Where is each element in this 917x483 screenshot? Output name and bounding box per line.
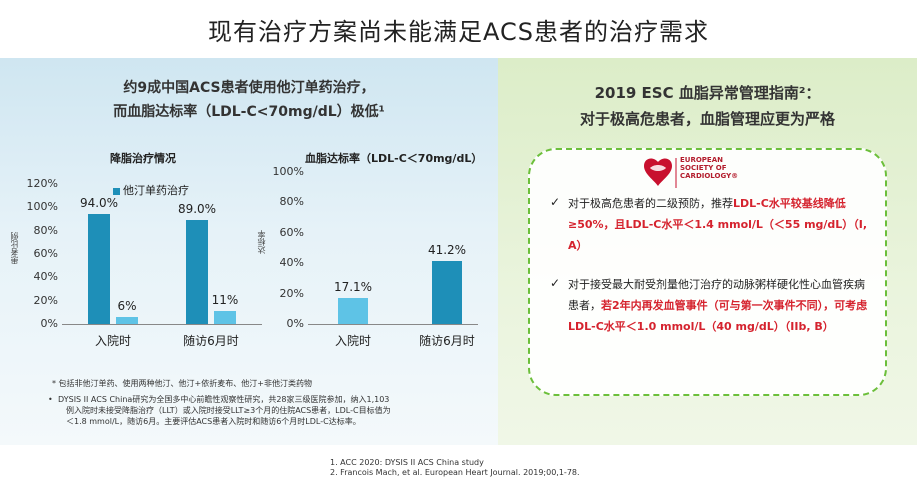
chart1-legend: 他汀单药治疗: [113, 182, 189, 198]
bar: [432, 261, 462, 324]
legend-swatch: [113, 187, 120, 195]
y-tick-label: 0%: [40, 317, 58, 330]
bullet-1-emphasis: LDL-C水平较基线降低≥50%，且LDL-C水平＜1.4 mmol/L（＜55…: [568, 197, 868, 252]
y-tick-label: 100%: [272, 165, 304, 178]
guideline-bullet-1: 对于极高危患者的二级预防，推荐LDL-C水平较基线降低≥50%，且LDL-C水平…: [568, 193, 868, 256]
left-heading-line1: 约9成中国ACS患者使用他汀单药治疗，: [123, 80, 375, 96]
esc-logo-line3: CARDIOLOGY®: [680, 172, 739, 180]
page-title: 现有治疗方案尚未能满足ACS患者的治疗需求: [208, 18, 709, 46]
bar: [116, 317, 138, 324]
y-tick-label: 120%: [26, 177, 58, 190]
x-tick-label: 入院时: [94, 334, 131, 348]
footnote-bullet: •: [48, 395, 53, 404]
left-heading: 约9成中国ACS患者使用他汀单药治疗， 而血脂达标率（LDL-C<70mg/dL…: [0, 76, 498, 124]
check-icon: ✓: [550, 195, 561, 209]
chart1-title: 降脂治疗情况: [110, 152, 176, 165]
right-heading-line1: 2019 ESC 血脂异常管理指南²：: [594, 84, 821, 102]
footnote-2-line3: ＜1.8 mmol/L，随访6月。主要评估ACS患者入院时和随访6个月时LDL-…: [66, 417, 361, 426]
references: 1. ACC 2020: DYSIS II ACS China study 2.…: [330, 458, 580, 478]
y-tick-label: 80%: [33, 223, 58, 237]
x-tick-label: 随访6月时: [183, 334, 239, 348]
reference-1: 1. ACC 2020: DYSIS II ACS China study: [330, 458, 484, 467]
data-label: 89.0%: [177, 202, 217, 217]
chart2-title: 血脂达标率（LDL-C＜70mg/dL）: [305, 152, 483, 165]
y-tick-label: 100%: [26, 200, 58, 214]
check-icon: ✓: [550, 276, 561, 290]
y-tick-label: 60%: [279, 225, 304, 239]
x-tick-label: 随访6月时: [419, 334, 475, 348]
data-label: 17.1%: [333, 280, 373, 294]
data-label: 11%: [211, 293, 239, 308]
right-heading-line2: 对于极高危患者，血脂管理应更为严格: [579, 110, 835, 128]
footnote-2: • DYSIS II ACS China研究为全国多中心前瞻性观察性研究，共28…: [48, 394, 391, 427]
guideline-box: [528, 148, 887, 396]
bar: [186, 220, 208, 324]
y-tick-label: 20%: [279, 286, 304, 300]
y-tick-label: 40%: [33, 270, 58, 284]
bar: [338, 298, 368, 324]
y-tick-label: 40%: [279, 256, 304, 270]
legend-label: 他汀单药治疗: [123, 184, 189, 197]
esc-logo: [644, 158, 677, 188]
data-label: 41.2%: [427, 243, 467, 258]
y-tick-label: 20%: [33, 293, 58, 307]
bar: [214, 311, 236, 324]
bullet-2-text: 对于接受最大耐受剂量他汀治疗的动脉粥样硬化性心血管疾病患者，: [568, 278, 865, 312]
left-panel: [0, 58, 498, 445]
chart1-axis-title: 患者比例: [10, 232, 19, 264]
footnote-2-line2: 例入院时未接受降脂治疗（LLT）或入院时接受LLT≥3个月的住院ACS患者，LD…: [66, 406, 391, 415]
footnote-2-line1: DYSIS II ACS China研究为全国多中心前瞻性观察性研究，共28家三…: [58, 395, 390, 404]
bullet-1-text: 对于极高危患者的二级预防，推荐: [568, 197, 733, 210]
bullet-2-emphasis: 若2年内再发血管事件（可与第一次事件不同），可考虑LDL-C水平＜1.0 mmo…: [568, 299, 868, 333]
y-tick-label: 0%: [286, 317, 304, 330]
chart2-axis-title: 达标率: [257, 230, 266, 254]
y-tick-label: 80%: [279, 195, 304, 209]
y-tick-label: 60%: [33, 247, 58, 260]
x-axis-line: [62, 324, 262, 325]
right-heading: 2019 ESC 血脂异常管理指南²： 对于极高危患者，血脂管理应更为严格: [498, 80, 917, 132]
reference-2: 2. Francois Mach, et al. European Heart …: [330, 468, 580, 477]
esc-logo-line2: SOCIETY OF: [680, 164, 727, 172]
left-heading-line2: 而血脂达标率（LDL-C<70mg/dL）极低¹: [113, 104, 385, 120]
esc-logo-text: EUROPEAN SOCIETY OF CARDIOLOGY®: [680, 156, 738, 180]
x-axis-line: [308, 324, 478, 325]
footnote-1: * 包括非他汀单药、使用两种他汀、他汀+依折麦布、他汀+非他汀类药物: [52, 379, 312, 388]
data-label: 94.0%: [79, 196, 119, 211]
guideline-bullet-2: 对于接受最大耐受剂量他汀治疗的动脉粥样硬化性心血管疾病患者，若2年内再发血管事件…: [568, 274, 868, 337]
esc-logo-line1: EUROPEAN: [680, 156, 723, 164]
x-tick-label: 入院时: [334, 334, 371, 348]
data-label: 6%: [117, 299, 137, 313]
bar: [88, 214, 110, 324]
